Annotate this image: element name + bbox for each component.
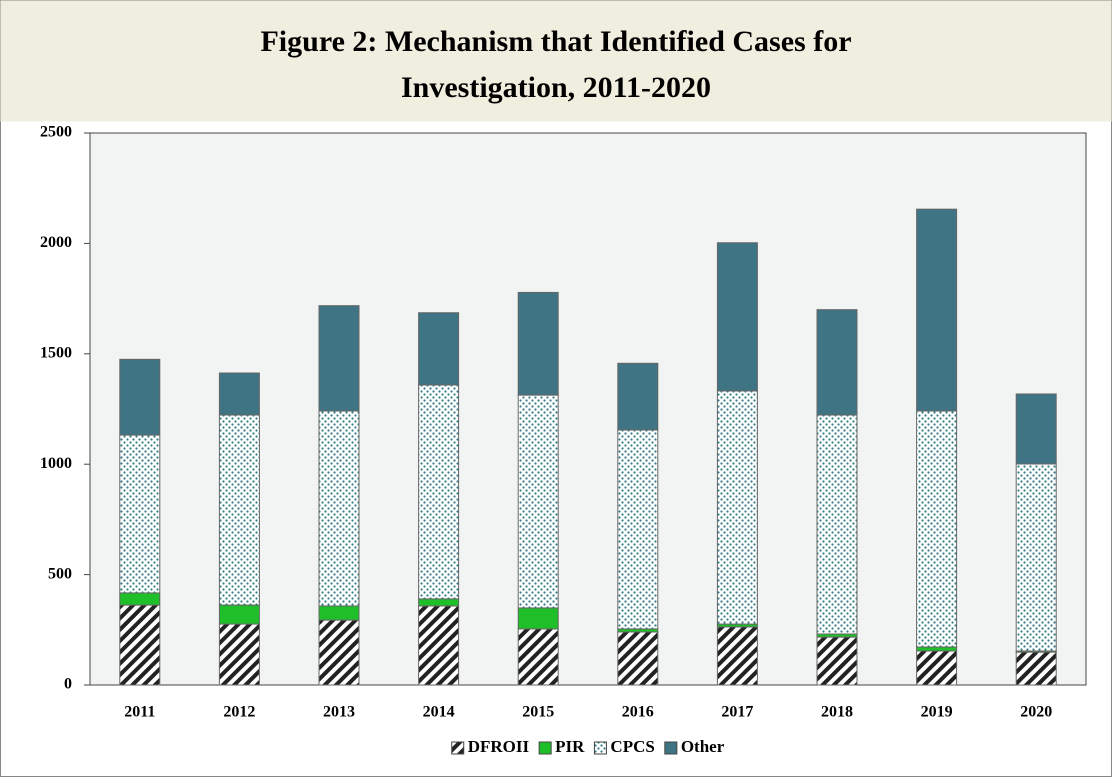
bar-segment <box>418 605 460 686</box>
bar-segment <box>517 628 559 686</box>
y-tick-label: 1500 <box>40 344 72 361</box>
bar-segment <box>318 619 360 686</box>
bar-segment <box>916 646 958 652</box>
x-tick-label: 2020 <box>1020 704 1052 721</box>
bar-segment <box>119 592 161 606</box>
legend-swatch <box>593 741 607 755</box>
bar-segment <box>119 604 161 686</box>
bar-segment <box>218 604 260 625</box>
bar-segment <box>1015 393 1057 465</box>
legend-label: Other <box>681 737 725 756</box>
bar-segment <box>716 242 758 392</box>
bar-segment <box>617 429 659 630</box>
bar-segment <box>816 414 858 635</box>
bar-segment <box>218 414 260 606</box>
bar-segment <box>916 410 958 648</box>
title-band <box>0 0 1112 122</box>
legend-swatch <box>451 741 465 755</box>
bar-segment <box>716 626 758 686</box>
y-tick-label: 1000 <box>40 455 72 472</box>
bar-segment <box>517 291 559 396</box>
chart-title: Figure 2: Mechanism that Identified Case… <box>260 25 851 58</box>
chart-title: Investigation, 2011-2020 <box>401 71 711 104</box>
bar-segment <box>816 309 858 416</box>
x-tick-label: 2013 <box>323 704 355 721</box>
bar-segment <box>318 605 360 621</box>
x-tick-label: 2019 <box>921 704 953 721</box>
x-tick-label: 2018 <box>821 704 853 721</box>
y-tick-label: 0 <box>64 676 72 693</box>
bar-segment <box>517 394 559 609</box>
legend-swatch <box>664 741 678 755</box>
bar-segment <box>1015 463 1057 652</box>
bar-segment <box>517 607 559 630</box>
bar-segment <box>617 631 659 686</box>
bar-segment <box>716 390 758 625</box>
bar-segment <box>617 362 659 431</box>
y-tick-label: 2500 <box>40 124 72 141</box>
bar-segment <box>418 312 460 386</box>
bar-segment <box>119 358 161 436</box>
bar-segment <box>218 623 260 686</box>
x-tick-label: 2011 <box>124 704 155 721</box>
bar-segment <box>119 434 161 594</box>
x-tick-label: 2015 <box>522 704 554 721</box>
bar-segment <box>318 305 360 412</box>
bar-segment <box>916 650 958 686</box>
legend-label: CPCS <box>610 737 654 756</box>
legend-label: PIR <box>555 737 585 756</box>
bar-segment <box>816 636 858 686</box>
legend-label: DFROII <box>468 737 530 756</box>
bar-segment <box>418 384 460 600</box>
bar-segment <box>418 598 460 607</box>
y-tick-label: 500 <box>48 565 72 582</box>
legend-swatch <box>538 741 552 755</box>
y-tick-label: 2000 <box>40 234 72 251</box>
x-tick-label: 2017 <box>721 704 753 721</box>
bar-segment <box>318 410 360 607</box>
x-tick-label: 2014 <box>423 704 455 721</box>
x-tick-label: 2012 <box>223 704 255 721</box>
bar-segment <box>916 208 958 412</box>
x-tick-label: 2016 <box>622 704 654 721</box>
bar-segment <box>1015 651 1057 686</box>
bar-segment <box>218 372 260 416</box>
